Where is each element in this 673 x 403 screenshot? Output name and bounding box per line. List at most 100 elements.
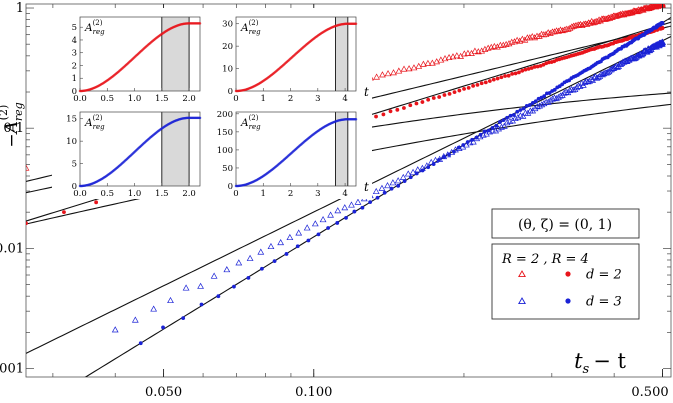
data-point xyxy=(396,183,401,188)
data-point xyxy=(571,85,579,93)
x-tick-label: 0.050 xyxy=(145,385,182,400)
data-point xyxy=(599,71,606,78)
data-point xyxy=(601,69,609,76)
inset-y-tick-label: 10 xyxy=(66,137,77,147)
data-point xyxy=(470,137,475,142)
inset-curve xyxy=(78,116,202,188)
legend-header: R = 2 , R = 4 xyxy=(501,252,589,267)
data-point xyxy=(629,54,637,61)
data-point xyxy=(513,71,518,76)
inset-y-tick-label: 0 xyxy=(72,87,77,97)
data-point xyxy=(284,252,289,256)
data-point xyxy=(629,8,637,15)
data-point xyxy=(400,65,408,72)
series-r-2-d-3 xyxy=(111,38,666,333)
inset-y-tick-label: 5 xyxy=(72,23,77,33)
inset-panel: 0 1 2 3 4 0 10 20 30 Areg(2) t xyxy=(208,8,372,104)
x-tick-label: 0.500 xyxy=(631,385,668,400)
data-point xyxy=(295,229,303,236)
data-point xyxy=(510,72,515,76)
data-point xyxy=(456,145,461,150)
data-point xyxy=(471,47,479,54)
inset-curve-point xyxy=(198,22,202,25)
data-point xyxy=(540,31,548,38)
data-point xyxy=(389,186,394,191)
data-point xyxy=(592,73,599,80)
inset-x-tick-label: 2 xyxy=(288,94,293,104)
inset-x-tick-label: 1 xyxy=(261,94,266,104)
data-point xyxy=(478,47,486,54)
data-point xyxy=(341,204,349,211)
inset-x-tick-label: 1.0 xyxy=(128,94,142,104)
data-point xyxy=(503,74,507,78)
data-point xyxy=(468,49,475,56)
data-point xyxy=(596,72,604,79)
data-point xyxy=(426,165,431,170)
data-point xyxy=(384,182,391,189)
data-point xyxy=(483,130,490,137)
data-point xyxy=(394,177,402,184)
inset-shaded-region xyxy=(335,112,348,186)
data-point xyxy=(379,71,386,78)
data-point xyxy=(372,187,380,195)
data-point xyxy=(414,101,419,106)
data-point xyxy=(402,106,406,110)
data-point xyxy=(197,282,204,289)
data-point xyxy=(520,68,525,73)
data-point xyxy=(636,6,644,13)
data-point xyxy=(437,56,445,63)
data-point xyxy=(408,175,413,180)
data-point xyxy=(216,294,221,299)
data-point xyxy=(579,81,587,88)
inset-x-tick-label: 4 xyxy=(342,189,347,199)
data-point xyxy=(627,8,635,16)
data-point xyxy=(484,44,492,51)
data-point xyxy=(516,37,524,44)
inset-frame xyxy=(235,16,357,92)
data-point xyxy=(521,36,529,43)
data-point xyxy=(487,79,492,83)
inset-x-tick-label: 2.0 xyxy=(182,189,196,199)
data-point xyxy=(569,86,577,93)
data-point xyxy=(526,107,534,114)
data-point xyxy=(368,200,373,205)
data-point xyxy=(544,61,549,66)
inset-y-tick-label: 150 xyxy=(217,128,233,138)
inset-curve-point xyxy=(354,117,358,121)
data-point xyxy=(500,122,508,129)
data-point xyxy=(441,55,449,62)
data-point xyxy=(533,103,541,110)
inset-curve-point xyxy=(354,22,358,25)
data-point xyxy=(427,158,435,165)
x-axis-label-sub: s xyxy=(583,362,590,377)
inset-x-tick-label: 1.5 xyxy=(155,189,169,199)
y-tick-label: 1 xyxy=(16,1,24,16)
inset-label-main: A xyxy=(84,117,93,129)
data-point xyxy=(405,65,413,72)
data-point xyxy=(511,114,519,122)
inset-label-main: A xyxy=(240,22,249,34)
data-point xyxy=(442,155,446,159)
data-point xyxy=(538,63,543,68)
data-point xyxy=(609,64,617,72)
data-point xyxy=(513,36,521,43)
inset-curve xyxy=(234,117,358,188)
data-point xyxy=(536,96,541,101)
inset-shaded-region xyxy=(161,17,190,91)
data-point xyxy=(531,34,539,41)
data-point xyxy=(598,15,606,22)
data-point xyxy=(374,114,378,119)
data-point xyxy=(246,254,254,261)
inset-y-tick-label: 15 xyxy=(66,115,77,125)
data-point xyxy=(597,17,604,24)
inset-x-tick-label: 3 xyxy=(315,189,320,199)
inset-frame xyxy=(79,16,201,92)
inset-curve xyxy=(234,22,358,93)
data-point xyxy=(388,109,393,114)
data-point xyxy=(257,248,265,255)
data-point xyxy=(580,20,588,27)
inset-x-tick-label: 1.0 xyxy=(128,189,142,199)
inset-label: Areg(2) xyxy=(84,19,105,36)
